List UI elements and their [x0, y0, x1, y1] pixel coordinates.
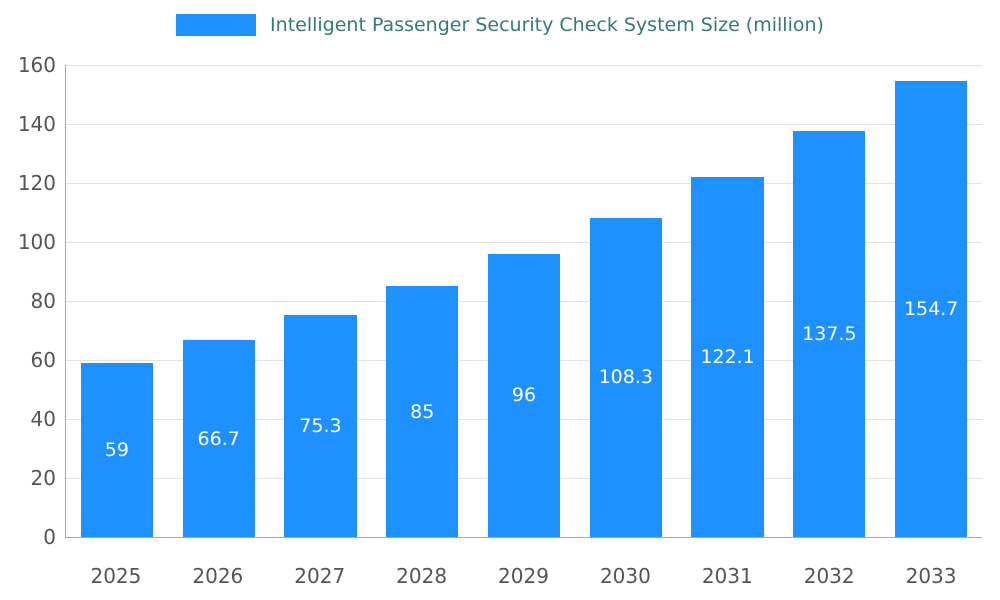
- bar-value-label: 66.7: [197, 427, 240, 450]
- y-tick-label: 0: [43, 525, 56, 549]
- plot-area: 0 20 40 60 80 100 120 140 160 59 66.7 75.3 85 96 108.…: [18, 53, 982, 549]
- bar-value-label: 108.3: [598, 366, 653, 389]
- bar-slot: 137.5: [778, 65, 880, 537]
- x-tick-label: 2031: [701, 564, 753, 588]
- bar: 137.5: [793, 131, 866, 537]
- bar: 122.1: [691, 176, 764, 537]
- y-tick-label: 40: [30, 407, 56, 431]
- y-tick-label: 120: [17, 171, 56, 195]
- y-tick-label: 80: [30, 289, 56, 313]
- x-axis-labels: 2025 2026 2027 2028 2029 2030 2031 2032 2033: [65, 564, 982, 588]
- bar-value-label: 154.7: [903, 297, 959, 320]
- bar: 108.3: [589, 217, 662, 537]
- x-tick-label: 2028: [396, 564, 448, 588]
- x-tick-label: 2033: [905, 564, 957, 588]
- bar: 59: [80, 362, 154, 537]
- bar-slot: 66.7: [168, 65, 270, 537]
- bar-value-label: 96: [511, 384, 537, 407]
- legend: Intelligent Passenger Security Check Sys…: [0, 14, 1000, 36]
- bar: 75.3: [284, 314, 357, 537]
- bar: 66.7: [182, 340, 255, 537]
- bar-slot: 108.3: [575, 65, 677, 537]
- bar: 154.7: [895, 80, 968, 537]
- gridline: [66, 65, 982, 66]
- bar-value-label: 59: [104, 438, 129, 461]
- x-tick-label: 2030: [599, 564, 651, 588]
- bar: 96: [487, 253, 561, 537]
- bar-value-label: 75.3: [299, 414, 342, 437]
- y-tick-label: 100: [17, 230, 56, 254]
- y-tick-label: 20: [30, 466, 56, 490]
- gridline: [66, 183, 982, 184]
- x-tick-label: 2029: [498, 564, 549, 588]
- bar-slot: 59: [66, 65, 168, 537]
- bar-slot: 154.7: [880, 65, 982, 537]
- bar-slot: 85: [371, 65, 473, 537]
- y-tick-label: 60: [30, 348, 56, 372]
- x-tick-label: 2032: [803, 564, 855, 588]
- bar-slot: 96: [473, 65, 575, 537]
- bar-slot: 75.3: [270, 65, 372, 537]
- x-tick-label: 2025: [90, 564, 142, 588]
- y-tick-label: 160: [17, 53, 56, 77]
- bar-slot: 122.1: [677, 65, 779, 537]
- chart-title: Intelligent Passenger Security Check Sys…: [270, 14, 824, 36]
- x-tick-label: 2027: [294, 564, 346, 588]
- bar-value-label: 85: [410, 400, 435, 423]
- gridline: [66, 242, 982, 243]
- legend-swatch: [176, 14, 257, 36]
- gridline: [66, 124, 982, 125]
- y-tick-label: 140: [17, 112, 56, 136]
- bars: 59 66.7 75.3 85 96 108.3 122.1 137.5 154.7: [66, 65, 982, 537]
- bar-value-label: 122.1: [700, 345, 755, 368]
- bar-value-label: 137.5: [802, 323, 857, 346]
- x-tick-label: 2026: [192, 564, 244, 588]
- bar: 85: [386, 286, 459, 537]
